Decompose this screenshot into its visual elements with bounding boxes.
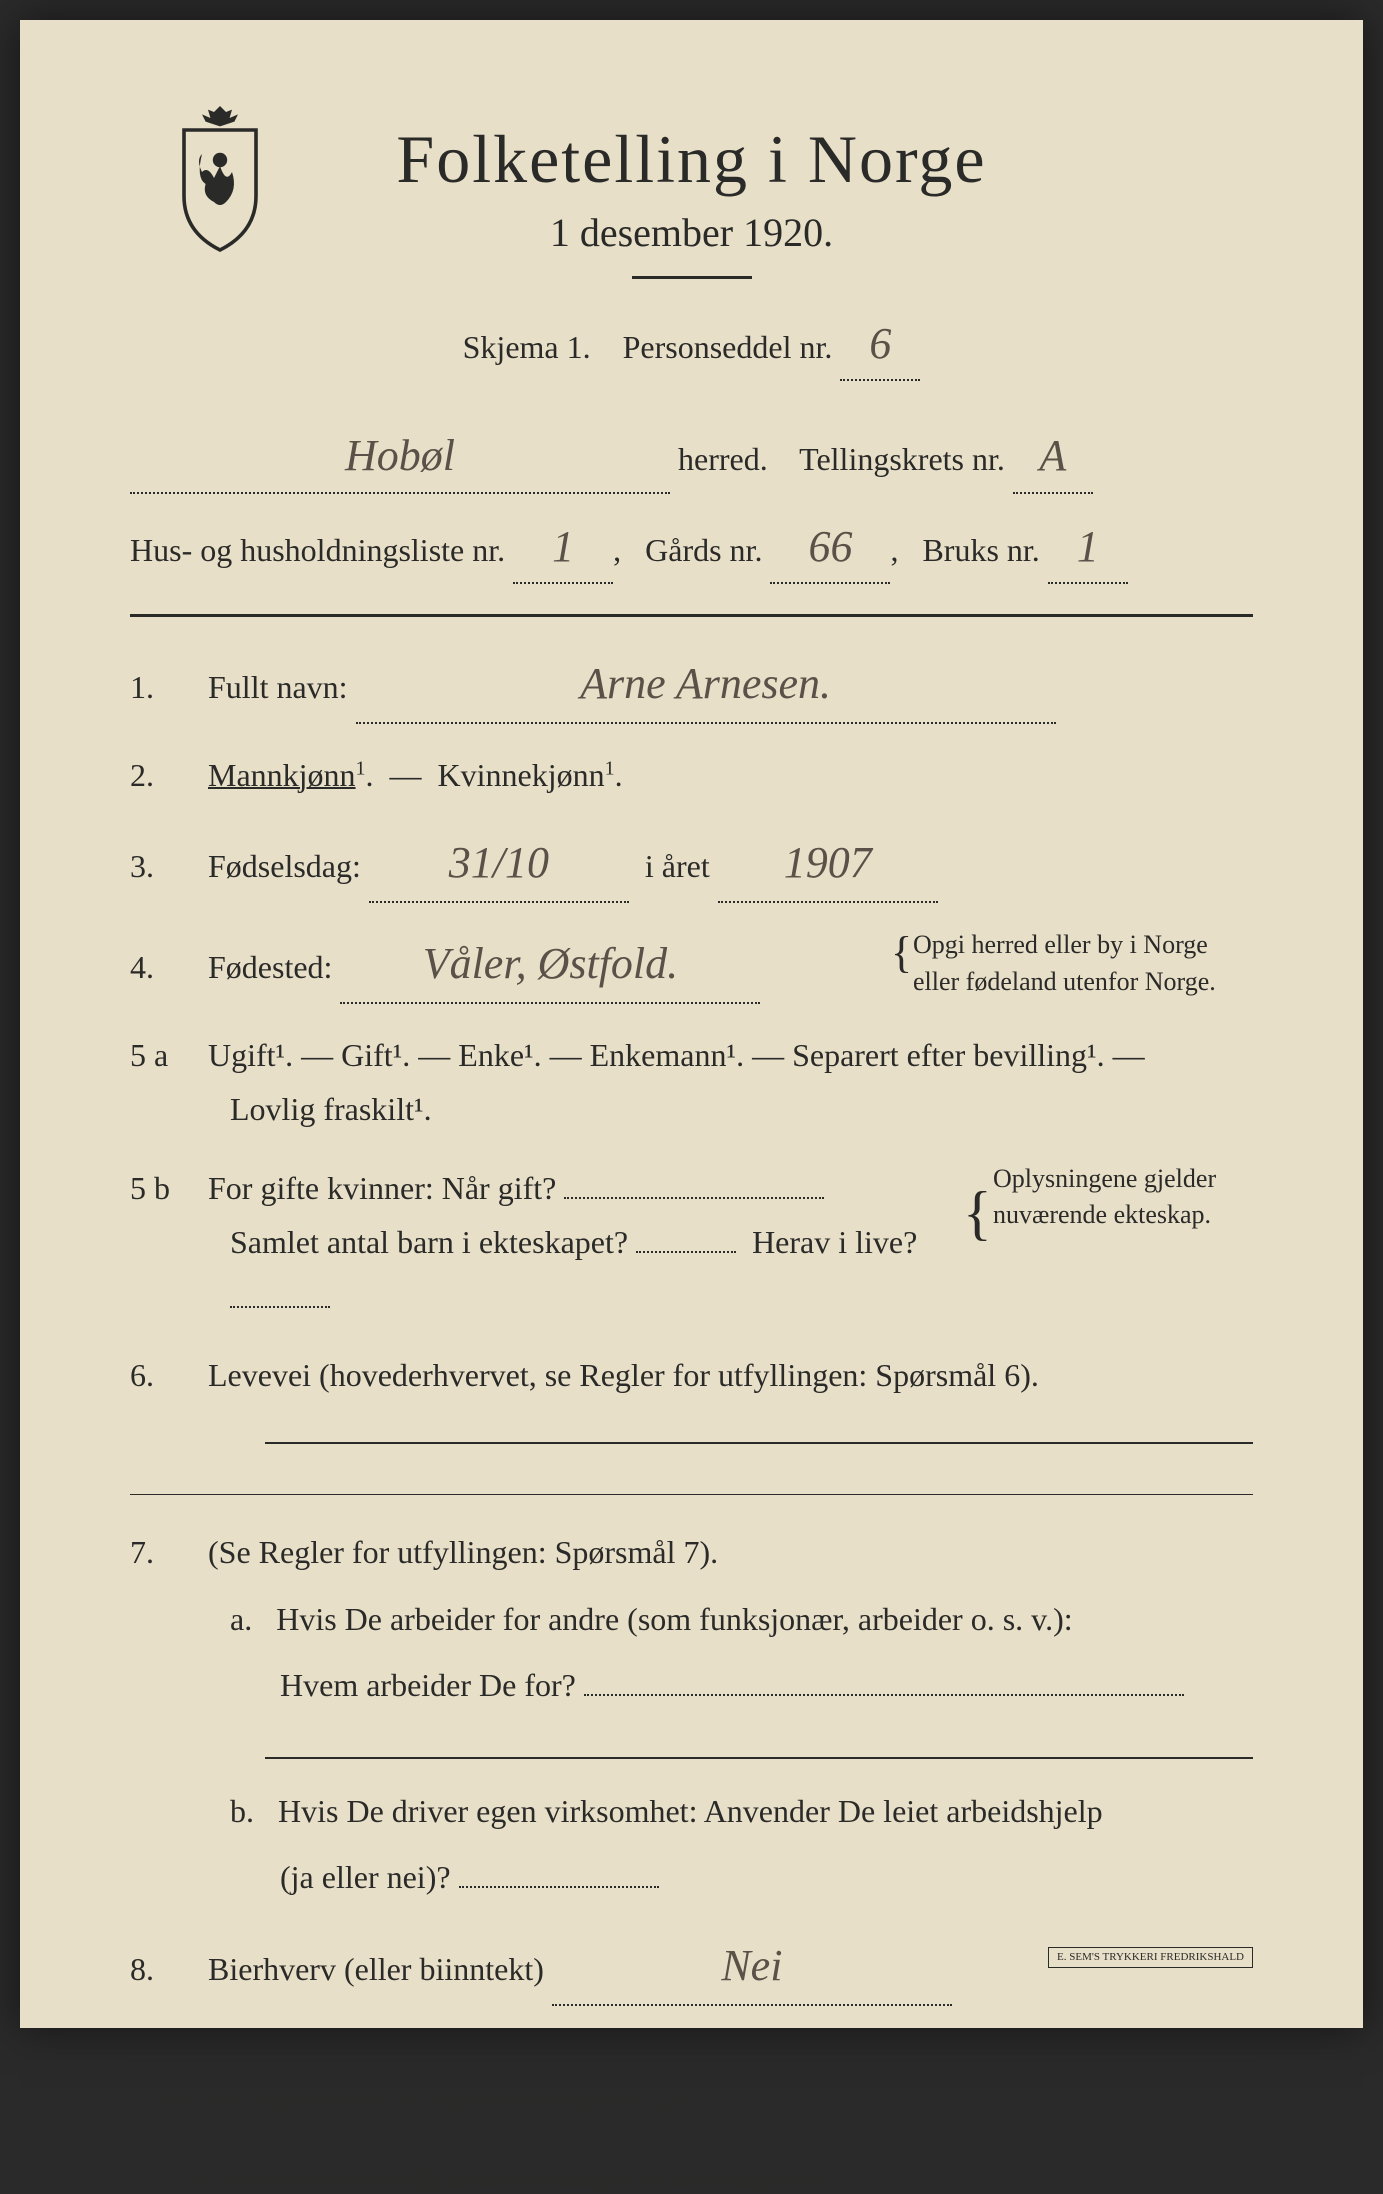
q7a-text2: Hvem arbeider De for? <box>280 1667 576 1703</box>
q3-line: 3. Fødselsdag: 31/10 i året 1907 <box>130 826 1253 903</box>
title-divider <box>632 276 752 279</box>
q4-line: { Opgi herred eller by i Norge eller fød… <box>130 927 1253 1004</box>
q7b-text2: (ja eller nei)? <box>280 1859 451 1895</box>
q7b-text: Hvis De driver egen virksomhet: Anvender… <box>278 1793 1103 1829</box>
q8-field: Nei <box>552 1929 952 2006</box>
q5b-field3 <box>230 1306 330 1308</box>
q2-sup1: 1 <box>356 757 366 779</box>
gards-label: Gårds nr. <box>645 532 762 568</box>
q4-label: Fødested: <box>208 949 332 985</box>
q5a-num: 5 a <box>130 1028 200 1082</box>
brace-icon: { <box>891 922 912 984</box>
hus-value: 1 <box>513 512 613 584</box>
q2-line: 2. Mannkjønn1. — Kvinnekjønn1. <box>130 748 1253 802</box>
skjema-line: Skjema 1. Personseddel nr. 6 <box>130 309 1253 381</box>
q1-field: Arne Arnesen. <box>356 647 1056 724</box>
q3-day-field: 31/10 <box>369 826 629 903</box>
q7a-label: a. <box>230 1601 252 1637</box>
q7b: b. Hvis De driver egen virksomhet: Anven… <box>130 1784 1253 1838</box>
q7b-line2: (ja eller nei)? <box>130 1850 1253 1904</box>
q7-intro: (Se Regler for utfyllingen: Spørsmål 7). <box>208 1534 718 1570</box>
form-header: Folketelling i Norge 1 desember 1920. Sk… <box>130 120 1253 381</box>
q5a-options2: Lovlig fraskilt¹. <box>130 1082 1253 1136</box>
herred-field: Hobøl <box>130 421 670 493</box>
bruks-value: 1 <box>1048 512 1128 584</box>
q8-label: Bierhverv (eller biinntekt) <box>208 1951 544 1987</box>
q6-field-line1 <box>265 1442 1253 1444</box>
q2-kvinne: Kvinnekjønn <box>438 757 605 793</box>
q2-num: 2. <box>130 748 200 802</box>
q3-year-label: i året <box>645 848 710 884</box>
q2-mann: Mannkjønn <box>208 757 356 793</box>
herred-line: Hobøl herred. Tellingskrets nr. A <box>130 421 1253 493</box>
date-subtitle: 1 desember 1920. <box>130 209 1253 256</box>
q3-num: 3. <box>130 839 200 893</box>
gards-value: 66 <box>770 512 890 584</box>
q7-num: 7. <box>130 1525 200 1579</box>
footnote-divider <box>130 2129 1253 2131</box>
q5b-label: For gifte kvinner: Når gift? <box>208 1170 556 1206</box>
q3-year-field: 1907 <box>718 826 938 903</box>
q5b-field1 <box>564 1197 824 1199</box>
personseddel-value: 6 <box>840 309 920 381</box>
q5b-label3: Herav i live? <box>752 1224 917 1260</box>
q7a-field <box>584 1694 1184 1696</box>
hus-line: Hus- og husholdningsliste nr. 1, Gårds n… <box>130 512 1253 584</box>
personseddel-label: Personseddel nr. <box>623 329 833 365</box>
q6-label: Levevei (hovederhvervet, se Regler for u… <box>208 1357 1039 1393</box>
q8-num: 8. <box>130 1942 200 1996</box>
q8-divider <box>130 2056 1253 2058</box>
q6-num: 6. <box>130 1348 200 1402</box>
q4-note: { Opgi herred eller by i Norge eller fød… <box>913 927 1253 1000</box>
q5b-line: Oplysningene gjelder nuværende ekteskap.… <box>130 1161 1253 1324</box>
q7-mid-divider <box>265 1757 1253 1759</box>
bruks-label: Bruks nr. <box>922 532 1039 568</box>
q3-label: Fødselsdag: <box>208 848 361 884</box>
census-form-page: Folketelling i Norge 1 desember 1920. Sk… <box>20 20 1363 2028</box>
printer-mark: E. SEM'S TRYKKERI FREDRIKSHALD <box>1048 1947 1253 1968</box>
q5b-note: Oplysningene gjelder nuværende ekteskap. <box>993 1161 1253 1234</box>
q5b-label2: Samlet antal barn i ekteskapet? <box>230 1224 628 1260</box>
crest-svg <box>160 100 280 256</box>
hus-label: Hus- og husholdningsliste nr. <box>130 532 505 568</box>
footnote-sup: 1 <box>160 2161 170 2183</box>
q7b-label: b. <box>230 1793 254 1829</box>
q6-line: 6. Levevei (hovederhvervet, se Regler fo… <box>130 1348 1253 1402</box>
q1-label: Fullt navn: <box>208 669 348 705</box>
footnote-2: 1 Her kan svares ved tydelig understrekn… <box>130 2161 1253 2194</box>
q6-field-line2 <box>130 1494 1253 1496</box>
main-title: Folketelling i Norge <box>130 120 1253 199</box>
divider-1 <box>130 614 1253 617</box>
tellingskrets-value: A <box>1013 421 1093 493</box>
q1-line: 1. Fullt navn: Arne Arnesen. <box>130 647 1253 724</box>
q4-num: 4. <box>130 940 200 994</box>
q7a-line2: Hvem arbeider De for? <box>130 1658 1253 1712</box>
q5b-num: 5 b <box>130 1161 200 1215</box>
q1-num: 1. <box>130 660 200 714</box>
q5b-field2 <box>636 1251 736 1253</box>
q7a-text: Hvis De arbeider for andre (som funksjon… <box>276 1601 1072 1637</box>
coat-of-arms-icon <box>160 100 280 250</box>
herred-label: herred. <box>678 441 768 477</box>
q2-sup2: 1 <box>605 757 615 779</box>
footnote-2-text: Her kan svares ved tydelig understreknin… <box>182 2167 829 2193</box>
q5a-options: Ugift¹. — Gift¹. — Enke¹. — Enkemann¹. —… <box>208 1037 1145 1073</box>
q7b-field <box>459 1886 659 1888</box>
tellingskrets-label: Tellingskrets nr. <box>799 441 1005 477</box>
q5a-line: 5 a Ugift¹. — Gift¹. — Enke¹. — Enkemann… <box>130 1028 1253 1137</box>
q7a: a. Hvis De arbeider for andre (som funks… <box>130 1592 1253 1646</box>
skjema-label: Skjema 1. <box>463 329 591 365</box>
q4-field: Våler, Østfold. <box>340 927 760 1004</box>
q7-line: 7. (Se Regler for utfyllingen: Spørsmål … <box>130 1525 1253 1904</box>
footnote-1: Har man ingen biinntekt av nogen betydni… <box>130 2087 1253 2114</box>
